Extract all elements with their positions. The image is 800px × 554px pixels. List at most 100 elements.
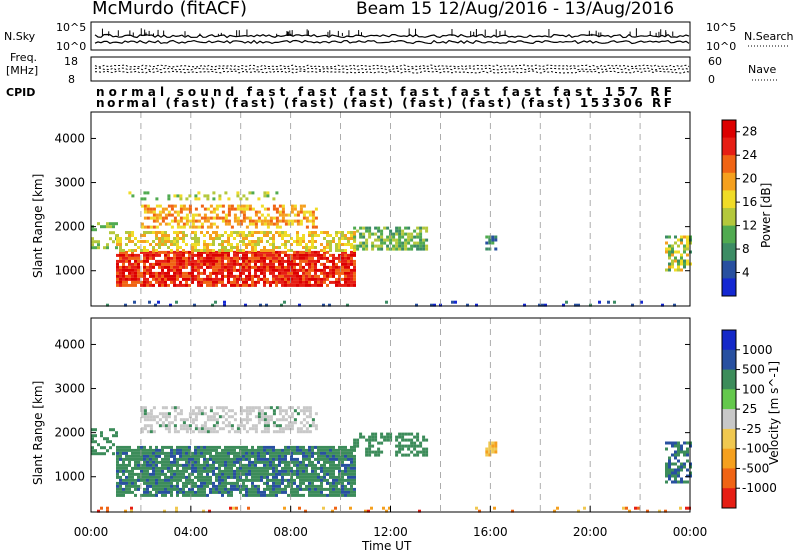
velocity-data-cell	[200, 481, 203, 485]
velocity-data-cell	[263, 448, 266, 452]
velocity-data-cell	[320, 493, 323, 497]
power-data-cell	[245, 246, 248, 249]
power-data-cell	[119, 280, 122, 284]
velocity-data-cell	[263, 454, 266, 458]
velocity-data-cell	[236, 430, 240, 434]
velocity-data-cell	[311, 466, 314, 470]
velocity-data-cell	[176, 448, 179, 452]
power-data-cell	[326, 234, 329, 237]
velocity-data-cell	[260, 469, 263, 473]
power-data-cell	[224, 262, 227, 266]
power-data-cell	[308, 271, 311, 275]
power-data-cell	[266, 222, 270, 226]
velocity-data-cell	[407, 432, 411, 436]
velocity-data-cell	[341, 448, 344, 452]
velocity-data-cell	[332, 460, 335, 464]
power-data-cell	[341, 283, 344, 287]
velocity-data-cell	[302, 418, 306, 422]
velocity-data-cell	[245, 490, 248, 494]
power-data-cell	[353, 259, 356, 263]
power-data-cell	[227, 234, 230, 237]
velocity-data-cell	[671, 462, 674, 466]
velocity-data-cell	[131, 451, 134, 455]
power-data-cell	[398, 235, 402, 239]
power-data-cell	[278, 262, 281, 266]
velocity-data-cell	[155, 490, 158, 494]
velocity-data-cell	[266, 475, 269, 479]
power-data-cell	[317, 250, 320, 254]
power-data-cell	[245, 234, 248, 237]
velocity-data-cell	[317, 454, 320, 458]
power-data-cell	[404, 244, 408, 248]
power-data-cell	[332, 253, 335, 257]
power-data-cell	[260, 237, 263, 240]
velocity-data-cell	[494, 441, 498, 445]
velocity-data-cell	[275, 451, 278, 455]
velocity-data-cell	[272, 487, 275, 491]
velocity-data-cell	[368, 450, 372, 454]
velocity-data-cell	[278, 427, 282, 431]
power-data-cell	[176, 194, 180, 198]
power-data-cell	[577, 303, 580, 307]
power-data-cell	[224, 253, 227, 257]
power-data-cell	[538, 303, 541, 307]
velocity-data-cell	[338, 460, 341, 464]
velocity-data-cell	[341, 493, 344, 497]
power-data-cell	[134, 271, 137, 275]
power-data-cell	[251, 191, 255, 195]
velocity-data-cell	[347, 451, 350, 455]
power-data-cell	[203, 216, 207, 220]
power-data-cell	[155, 234, 158, 237]
velocity-data-cell	[188, 445, 191, 449]
velocity-data-cell	[248, 406, 252, 410]
power-data-cell	[305, 274, 308, 278]
velocity-data-cell	[353, 472, 356, 476]
velocity-data-cell	[173, 460, 176, 464]
power-data-cell	[308, 280, 311, 284]
velocity-data-cell	[203, 490, 206, 494]
power-data-cell	[290, 277, 293, 281]
velocity-data-cell	[197, 466, 200, 470]
velocity-data-cell	[143, 406, 147, 410]
velocity-data-cell	[119, 475, 122, 479]
power-data-cell	[215, 231, 218, 234]
velocity-data-cell	[149, 460, 152, 464]
power-data-cell	[176, 249, 179, 252]
velocity-data-cell	[239, 490, 242, 494]
power-data-cell	[170, 225, 174, 229]
power-data-cell	[257, 210, 261, 214]
power-data-cell	[284, 274, 287, 278]
power-data-cell	[212, 259, 215, 263]
velocity-data-cell	[296, 475, 299, 479]
velocity-data-cell	[302, 478, 305, 482]
velocity-data-cell	[116, 472, 119, 476]
beam-label: Beam 15	[356, 0, 433, 19]
power-data-cell	[149, 274, 152, 278]
velocity-data-cell	[134, 478, 137, 482]
velocity-data-cell	[677, 444, 680, 448]
power-data-cell	[143, 259, 146, 263]
power-data-cell	[359, 226, 363, 230]
power-data-cell	[224, 283, 227, 287]
velocity-data-cell	[209, 463, 212, 467]
power-data-cell	[146, 259, 149, 263]
velocity-data-cell	[191, 451, 194, 455]
power-data-cell	[329, 246, 332, 249]
power-data-cell	[179, 283, 182, 287]
power-data-cell	[242, 283, 245, 287]
power-data-cell	[161, 271, 164, 275]
velocity-data-cell	[251, 424, 255, 428]
power-data-cell	[218, 277, 221, 281]
power-data-cell	[296, 271, 299, 275]
velocity-data-cell	[215, 478, 218, 482]
power-data-cell	[347, 253, 350, 257]
power-data-cell	[206, 231, 209, 234]
velocity-data-cell	[320, 463, 323, 467]
power-data-cell	[128, 271, 131, 275]
power-data-cell	[416, 232, 420, 236]
velocity-data-cell	[254, 493, 257, 497]
power-data-cell	[293, 277, 296, 281]
power-data-cell	[221, 253, 224, 257]
power-data-cell	[305, 280, 308, 284]
velocity-data-cell	[305, 463, 308, 467]
